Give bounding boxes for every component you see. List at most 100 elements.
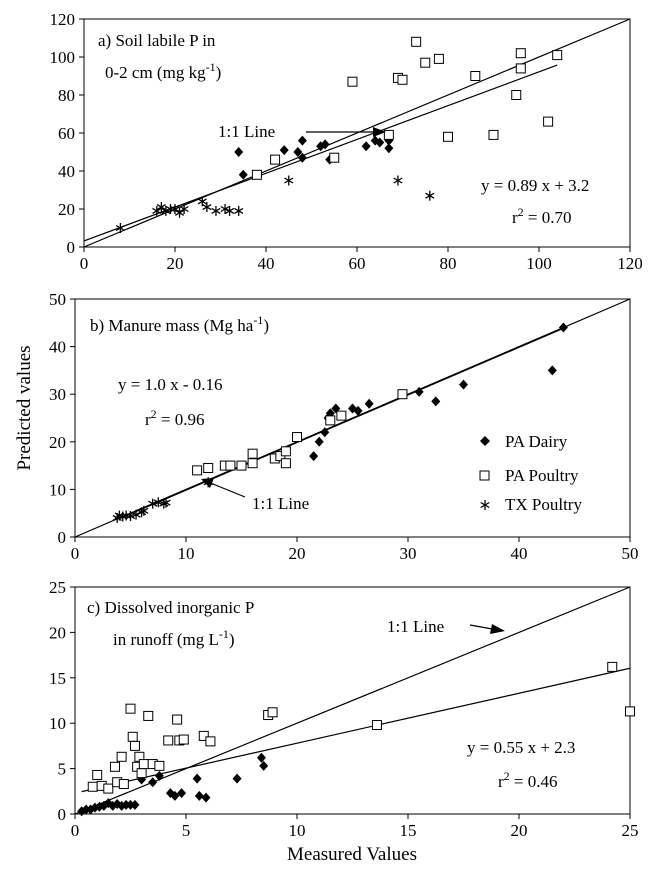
point-pa-poultry [154, 760, 165, 771]
point-pa-poultry [203, 462, 214, 473]
point-pa-poultry [329, 152, 340, 163]
y-tick-label-b: 10 [49, 480, 66, 499]
one-to-one-line-c [74, 586, 631, 815]
x-tick-label-b: 0 [71, 544, 80, 563]
point-pa-poultry [280, 458, 291, 469]
legend-marker-diamond-icon [480, 436, 490, 446]
title-line1-a: a) Soil labile P in [98, 31, 216, 50]
point-pa-poultry [92, 769, 103, 780]
point-tx-poultry [148, 498, 158, 509]
point-pa-poultry [552, 50, 563, 61]
point-pa-poultry [225, 460, 236, 471]
x-axis-label: Measured Values [287, 844, 417, 865]
legend-item-tx-poultry: TX Poultry [480, 495, 582, 514]
point-tx-poultry [131, 509, 141, 520]
one-to-one-label-c: 1:1 Line [387, 617, 444, 636]
point-pa-poultry [136, 768, 147, 779]
point-pa-poultry [143, 710, 154, 721]
point-pa-dairy [279, 145, 289, 156]
x-tick-label-a: 120 [617, 254, 643, 273]
point-tx-poultry [174, 207, 185, 218]
one-to-one-arrow-b [207, 481, 246, 498]
point-pa-dairy [259, 760, 269, 771]
legend-label-pa-poultry: PA Poultry [505, 466, 579, 485]
point-pa-poultry [488, 129, 499, 140]
point-pa-dairy [320, 427, 330, 438]
point-pa-poultry [178, 734, 189, 745]
point-tx-poultry [139, 505, 149, 516]
x-tick-label-c: 5 [182, 821, 191, 840]
point-pa-dairy [297, 135, 307, 146]
plot-area-c [74, 586, 631, 815]
legend-marker-asterisk-icon [480, 500, 490, 510]
point-pa-poultry [192, 465, 203, 476]
one-to-one-line-b [74, 298, 631, 538]
point-tx-poultry [425, 190, 435, 201]
y-tick-label-b: 20 [49, 433, 66, 452]
point-pa-dairy [256, 752, 266, 763]
point-pa-dairy [293, 147, 303, 157]
title-line2-c: in runoff (mg L-1) [113, 627, 235, 649]
equation-a: y = 0.89 x + 3.2 [481, 176, 589, 195]
point-pa-dairy [547, 365, 557, 376]
y-tick-label-c: 15 [49, 669, 66, 688]
r2-a: r2 = 0.70 [512, 205, 572, 227]
point-pa-poultry [511, 90, 522, 100]
y-tick-label-a: 100 [50, 48, 76, 67]
point-pa-poultry [292, 432, 302, 443]
point-pa-dairy [177, 788, 187, 799]
point-tx-poultry [161, 497, 171, 508]
x-ticks-b: 0 10 20 30 40 50 [71, 537, 639, 563]
point-tx-poultry [125, 511, 136, 522]
x-tick-label-a: 80 [440, 254, 457, 273]
x-tick-label-c: 25 [622, 821, 639, 840]
point-pa-dairy [238, 169, 248, 180]
point-pa-dairy [297, 152, 307, 163]
point-pa-poultry [371, 720, 382, 731]
x-tick-label-c: 15 [400, 821, 417, 840]
data-points-a [115, 36, 563, 233]
point-pa-poultry [397, 389, 408, 400]
point-pa-dairy [154, 770, 164, 781]
point-pa-poultry [383, 129, 394, 140]
chart-panel-c: 0 5 10 15 20 25 0 5 10 15 20 25 c) Dissolved inorg… [49, 578, 639, 840]
point-tx-poultry [211, 205, 221, 216]
arrowhead-c [490, 624, 505, 634]
y-tick-label-a: 0 [67, 238, 76, 257]
point-pa-dairy [320, 139, 330, 150]
point-tx-poultry [197, 196, 207, 207]
x-tick-label-b: 10 [178, 544, 195, 563]
point-tx-poultry [202, 202, 212, 213]
y-tick-label-c: 20 [49, 623, 66, 642]
x-tick-label-c: 20 [511, 821, 528, 840]
y-tick-label-c: 0 [58, 805, 67, 824]
point-pa-dairy [232, 773, 242, 784]
y-tick-label-a: 20 [58, 200, 75, 219]
y-ticks-a: 0 20 40 60 80 100 120 [50, 10, 84, 257]
point-pa-poultry [420, 57, 431, 68]
point-pa-dairy [414, 386, 424, 397]
point-pa-poultry [443, 131, 453, 142]
point-pa-poultry [543, 116, 554, 127]
point-pa-poultry [280, 446, 291, 457]
point-pa-poultry [163, 735, 174, 746]
point-tx-poultry [115, 223, 126, 233]
plot-area-b [74, 298, 631, 538]
point-pa-dairy [384, 143, 394, 154]
point-pa-poultry [236, 460, 247, 471]
point-pa-poultry [625, 706, 635, 717]
point-pa-poultry [198, 730, 209, 741]
point-pa-poultry [172, 714, 183, 725]
point-pa-dairy [459, 379, 468, 390]
point-pa-poultry [607, 661, 618, 672]
point-pa-poultry [103, 783, 114, 794]
point-pa-dairy [148, 777, 158, 788]
y-tick-label-c: 5 [58, 760, 67, 779]
point-tx-poultry [170, 204, 180, 214]
y-tick-label-b: 50 [49, 290, 66, 309]
data-points-c [77, 661, 635, 817]
point-pa-poultry [336, 410, 347, 421]
title-b: b) Manure mass (Mg ha-1) [90, 313, 269, 335]
x-ticks-a: 0 20 40 60 80 100 120 [80, 247, 643, 273]
